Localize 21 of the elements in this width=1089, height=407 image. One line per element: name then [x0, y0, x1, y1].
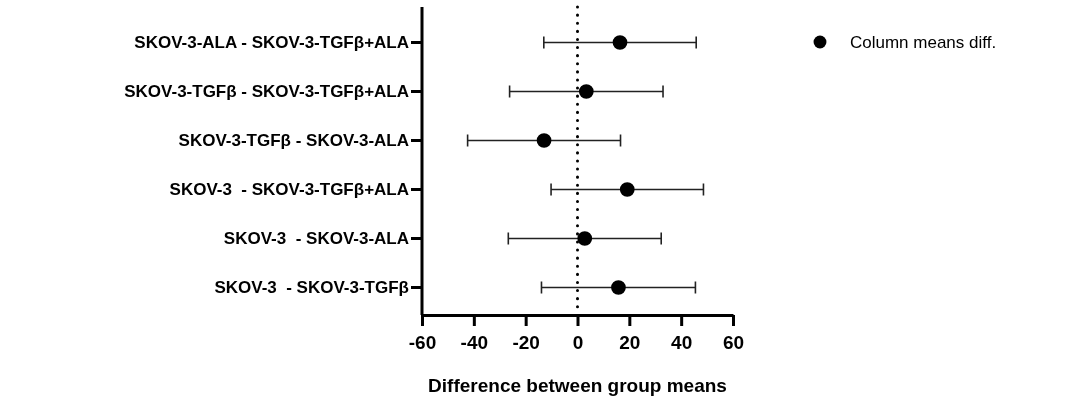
point: [612, 35, 628, 50]
y-tick-label: SKOV-3-TGFβ - SKOV-3-ALA: [178, 130, 409, 150]
y-tick-label: SKOV-3-ALA - SKOV-3-TGFβ+ALA: [134, 32, 409, 52]
point: [578, 84, 594, 99]
y-tick-label: SKOV-3-TGFβ - SKOV-3-TGFβ+ALA: [124, 81, 409, 101]
point: [619, 182, 635, 197]
x-tick-label: 60: [722, 331, 745, 353]
point: [611, 280, 626, 295]
x-tick-label: -60: [408, 331, 437, 353]
point: [536, 133, 552, 148]
x-tick-label: -40: [460, 331, 489, 353]
y-tick-label: SKOV-3 - SKOV-3-TGFβ: [214, 277, 409, 297]
x-tick-label: 20: [619, 331, 641, 353]
y-tick-label: SKOV-3 - SKOV-3-TGFβ+ALA: [169, 179, 409, 199]
y-tick-label: SKOV-3 - SKOV-3-ALA: [223, 228, 409, 248]
x-tick-label: 0: [572, 331, 584, 353]
x-tick-label: -20: [512, 331, 540, 353]
point: [577, 231, 593, 246]
legend-label: Column means diff.: [850, 32, 997, 52]
x-tick-label: 40: [671, 331, 693, 353]
x-axis-title: Difference between group means: [428, 375, 727, 396]
